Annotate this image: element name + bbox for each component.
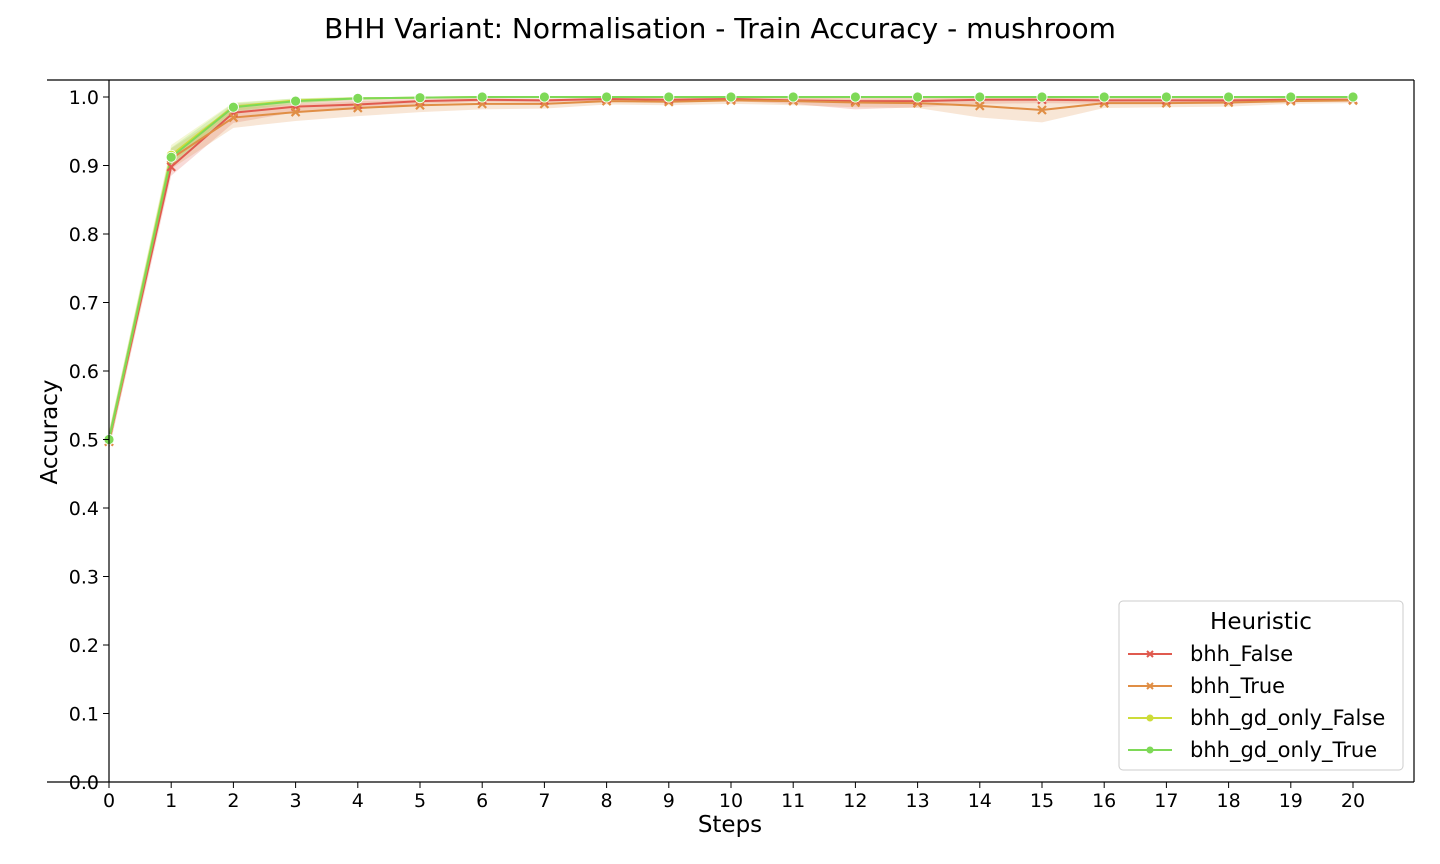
marker-bhh-gd-only-true <box>850 91 861 103</box>
x-tick-label: 9 <box>663 790 675 812</box>
x-tick-label: 7 <box>538 790 550 812</box>
x-tick-label: 5 <box>414 790 426 812</box>
x-tick-label: 11 <box>781 790 805 812</box>
x-axis-ticks: 0 1 2 3 4 5 6 7 8 9 10 11 12 13 14 15 16 17 18 19 20 <box>103 782 1365 812</box>
x-tick-label: 13 <box>906 790 930 812</box>
band-bhh-gd-only-false <box>109 97 1353 447</box>
legend: Heuristic bhh_False bhh_True bhh_gd_only_Fa… <box>1118 600 1404 771</box>
x-tick-label: 4 <box>352 790 364 812</box>
marker-bhh-gd-only-true <box>352 92 364 104</box>
legend-item-bhh-gd-only-true: bhh_gd_only_True <box>1128 738 1377 763</box>
y-tick-label: 0.3 <box>69 567 99 589</box>
band-bhh-false <box>109 97 1353 450</box>
x-tick-label: 0 <box>103 790 115 812</box>
series-lines <box>108 96 1354 442</box>
x-tick-label: 1 <box>165 790 177 812</box>
marker-bhh-true <box>290 107 301 117</box>
line-bhh-true <box>108 99 1354 442</box>
legend-label: bhh_gd_only_True <box>1190 738 1377 763</box>
chart-title: BHH Variant: Normalisation - Train Accur… <box>324 12 1116 45</box>
marker-bhh-gd-only-true <box>663 91 675 103</box>
marker-bhh-true <box>353 103 363 113</box>
marker-bhh-gd-only-true <box>165 151 177 163</box>
x-tick-label: 15 <box>1030 790 1054 812</box>
x-tick-label: 14 <box>968 790 992 812</box>
marker-bhh-gd-only-true <box>227 101 239 113</box>
x-tick-label: 19 <box>1279 790 1303 812</box>
marker-bhh-true <box>415 100 425 110</box>
band-bhh-gd-only-true <box>109 97 1353 447</box>
x-tick-label: 17 <box>1154 790 1178 812</box>
legend-title: Heuristic <box>1210 609 1312 635</box>
x-axis-label: Steps <box>698 812 762 838</box>
y-tick-label: 0.8 <box>69 224 99 246</box>
marker-bhh-gd-only-true <box>1161 91 1172 103</box>
y-tick-label: 0.2 <box>69 635 99 657</box>
marker-bhh-false <box>166 162 176 172</box>
line-bhh-false <box>108 98 1353 442</box>
x-tick-label: 8 <box>601 790 613 812</box>
marker-bhh-gd-only-true <box>414 92 426 104</box>
marker-bhh-gd-only-true <box>974 91 986 103</box>
line-bhh-gd-only-true <box>108 96 1353 440</box>
marker-bhh-gd-only-true <box>1223 91 1234 103</box>
legend-label: bhh_gd_only_False <box>1190 706 1385 731</box>
marker-bhh-gd-only-true <box>601 91 612 103</box>
y-tick-label: 0.6 <box>69 361 99 383</box>
marker-bhh-true <box>1037 105 1047 115</box>
x-tick-label: 3 <box>290 790 302 812</box>
legend-box <box>1118 600 1404 771</box>
confidence-bands <box>109 97 1353 450</box>
y-tick-label: 0.7 <box>69 293 99 315</box>
x-tick-label: 16 <box>1092 790 1116 812</box>
legend-item-bhh-true: bhh_True <box>1128 674 1285 699</box>
x-tick-label: 20 <box>1341 790 1365 812</box>
marker-bhh-gd-only-true <box>787 91 799 103</box>
marker-bhh-gd-only-true <box>912 91 923 103</box>
y-axis-label: Accuracy <box>37 379 63 484</box>
legend-item-bhh-false: bhh_False <box>1128 642 1293 667</box>
marker-bhh-true <box>228 112 239 123</box>
y-tick-label: 1.0 <box>69 87 99 109</box>
x-tick-label: 18 <box>1217 790 1241 812</box>
line-bhh-gd-only-false <box>108 96 1353 440</box>
x-tick-label: 6 <box>476 790 488 812</box>
x-tick-label: 2 <box>227 790 239 812</box>
marker-bhh-gd-only-true <box>476 91 488 103</box>
legend-item-bhh-gd-only-false: bhh_gd_only_False <box>1128 706 1385 731</box>
x-tick-label: 12 <box>843 790 867 812</box>
marker-bhh-gd-only-true <box>1036 91 1048 103</box>
y-tick-label: 0.0 <box>69 772 99 794</box>
marker-bhh-gd-only-true <box>725 91 737 103</box>
marker-bhh-gd-only-true <box>1285 91 1297 103</box>
x-tick-label: 10 <box>719 790 743 812</box>
marker-bhh-gd-only-true <box>290 95 302 107</box>
y-axis-ticks: 0.0 0.1 0.2 0.3 0.4 0.5 0.6 0.7 0.8 0.9 1.0 <box>69 87 109 794</box>
marker-bhh-gd-only-true <box>1347 91 1359 103</box>
marker-bhh-gd-only-true <box>1098 91 1110 103</box>
y-tick-label: 0.5 <box>69 430 99 452</box>
legend-label: bhh_False <box>1190 642 1293 667</box>
series-markers <box>103 91 1359 447</box>
band-bhh-true <box>109 97 1353 450</box>
y-tick-label: 0.1 <box>69 704 99 726</box>
marker-bhh-gd-only-true <box>539 91 550 103</box>
marker-bhh-true <box>975 101 985 111</box>
y-tick-label: 0.4 <box>69 498 99 520</box>
y-tick-label: 0.9 <box>69 156 99 178</box>
legend-label: bhh_True <box>1190 674 1285 699</box>
